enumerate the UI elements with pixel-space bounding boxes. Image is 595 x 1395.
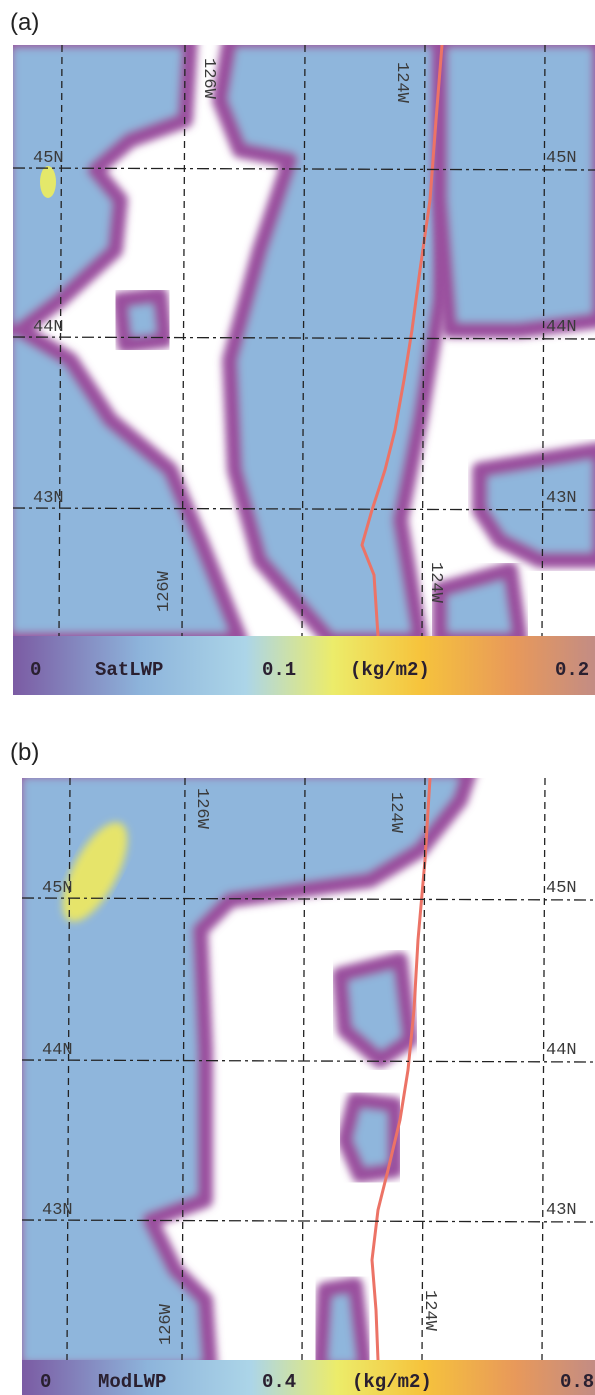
high-value: [40, 166, 56, 198]
lat-label: 44N: [546, 318, 577, 337]
map-a: [13, 45, 595, 636]
lat-label: 45N: [546, 879, 577, 898]
panel-label: (b): [10, 739, 39, 766]
colorbar-label: 0.2: [555, 659, 589, 681]
coastline: [360, 45, 444, 636]
meridian: [181, 44, 186, 637]
parallel: [21, 897, 595, 901]
colorbar-label: (kg/m2): [352, 1371, 432, 1393]
cloud: [337, 1092, 403, 1183]
cloud: [22, 778, 476, 1360]
parallel: [12, 507, 595, 511]
lon-label: 126W: [155, 570, 174, 612]
colorbar-label: ModLWP: [98, 1371, 166, 1393]
parallel: [12, 167, 595, 171]
map-b: [22, 778, 476, 1360]
lon-label: 126W: [192, 788, 211, 830]
lat-label: 45N: [546, 149, 577, 168]
meridian: [301, 777, 306, 1361]
cloud: [432, 45, 595, 338]
high-value: [62, 822, 128, 922]
parallel: [21, 1219, 595, 1223]
cloud: [13, 45, 248, 636]
lat-label: 43N: [33, 489, 64, 508]
meridian: [541, 44, 546, 637]
colorbar-label: SatLWP: [95, 659, 163, 681]
lat-label: 44N: [546, 1041, 577, 1060]
lon-label: 124W: [426, 562, 445, 604]
meridian: [421, 44, 426, 637]
cloud: [112, 287, 173, 353]
meridian: [66, 777, 71, 1361]
colorbar-label: 0: [40, 1371, 51, 1393]
colorbar-label: 0: [30, 659, 41, 681]
lon-label: 124W: [392, 62, 411, 104]
lon-label: 124W: [420, 1290, 439, 1332]
colorbar: [13, 636, 595, 695]
parallel: [12, 336, 595, 340]
cloud: [432, 562, 528, 636]
colorbar-label: (kg/m2): [350, 659, 430, 681]
lat-label: 43N: [42, 1201, 73, 1220]
cloud: [472, 442, 595, 568]
lat-label: 45N: [33, 149, 64, 168]
colorbar-label: 0.8: [560, 1371, 594, 1393]
lat-label: 43N: [546, 489, 577, 508]
colorbar: [22, 1360, 595, 1395]
colorbar-label: 0.1: [262, 659, 296, 681]
meridian: [541, 777, 546, 1361]
coastline: [370, 778, 432, 1360]
lon-label: 126W: [199, 58, 218, 100]
colorbar-label: 0.4: [262, 1371, 296, 1393]
lon-label: 126W: [157, 1303, 176, 1345]
lat-label: 43N: [546, 1201, 577, 1220]
lon-label: 124W: [386, 792, 405, 834]
meridian: [421, 777, 426, 1361]
meridian: [301, 44, 306, 637]
cloud: [212, 45, 458, 636]
meridian: [58, 44, 63, 637]
lat-label: 45N: [42, 879, 73, 898]
cloud: [312, 1277, 372, 1360]
lat-label: 44N: [33, 318, 64, 337]
parallel: [21, 1059, 595, 1063]
cloud: [332, 952, 418, 1068]
meridian: [181, 777, 186, 1361]
lat-label: 44N: [42, 1041, 73, 1060]
panel-label: (a): [10, 9, 39, 36]
